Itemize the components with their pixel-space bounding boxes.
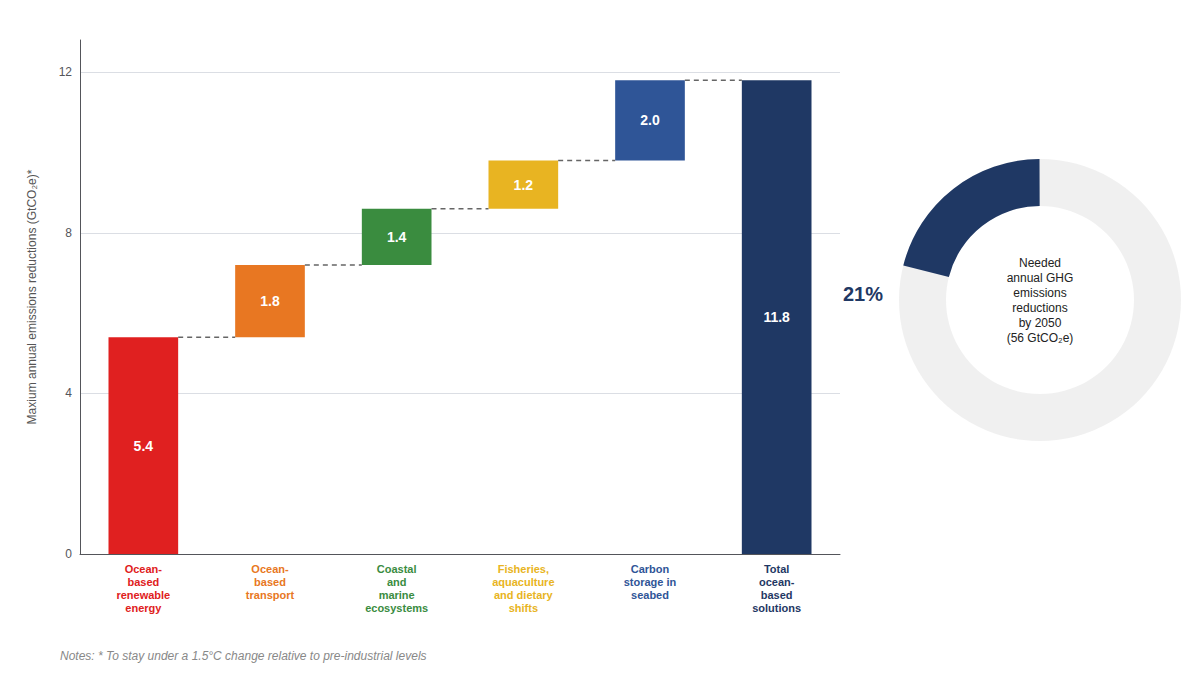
svg-text:energy: energy: [125, 602, 162, 614]
svg-text:annual GHG: annual GHG: [1007, 271, 1074, 285]
svg-text:renewable: renewable: [116, 589, 170, 601]
svg-text:Notes: * To stay under a 1.5°C: Notes: * To stay under a 1.5°C change re…: [60, 649, 427, 663]
svg-text:transport: transport: [246, 589, 295, 601]
svg-text:2.0: 2.0: [640, 112, 660, 128]
svg-text:solutions: solutions: [752, 602, 801, 614]
svg-text:11.8: 11.8: [763, 309, 790, 325]
svg-text:emissions: emissions: [1013, 286, 1066, 300]
svg-text:based: based: [254, 576, 286, 588]
svg-text:1.8: 1.8: [260, 293, 280, 309]
svg-text:Ocean-: Ocean-: [251, 563, 289, 575]
svg-text:0: 0: [65, 547, 72, 561]
svg-text:and: and: [387, 576, 407, 588]
svg-text:Coastal: Coastal: [377, 563, 417, 575]
svg-text:21%: 21%: [843, 283, 883, 305]
svg-text:1.4: 1.4: [387, 229, 407, 245]
svg-text:and dietary: and dietary: [494, 589, 554, 601]
svg-text:Carbon: Carbon: [631, 563, 670, 575]
svg-text:reductions: reductions: [1012, 301, 1067, 315]
svg-text:5.4: 5.4: [134, 438, 154, 454]
svg-text:storage in: storage in: [624, 576, 677, 588]
svg-text:4: 4: [65, 386, 72, 400]
svg-text:Total: Total: [764, 563, 789, 575]
svg-text:8: 8: [65, 226, 72, 240]
svg-text:based: based: [761, 589, 793, 601]
svg-text:based: based: [127, 576, 159, 588]
svg-text:12: 12: [59, 65, 73, 79]
svg-text:Ocean-: Ocean-: [125, 563, 163, 575]
svg-text:1.2: 1.2: [514, 177, 534, 193]
svg-text:Maxium annual emissions reduct: Maxium annual emissions reductions (GtCO…: [25, 169, 39, 424]
svg-text:shifts: shifts: [509, 602, 538, 614]
svg-text:(56 GtCO₂e): (56 GtCO₂e): [1007, 331, 1074, 345]
svg-text:Needed: Needed: [1019, 256, 1061, 270]
svg-text:by 2050: by 2050: [1019, 316, 1062, 330]
svg-text:ocean-: ocean-: [759, 576, 795, 588]
svg-text:marine: marine: [379, 589, 415, 601]
svg-text:seabed: seabed: [631, 589, 669, 601]
svg-text:Fisheries,: Fisheries,: [498, 563, 549, 575]
svg-text:ecosystems: ecosystems: [365, 602, 428, 614]
svg-text:aquaculture: aquaculture: [492, 576, 554, 588]
